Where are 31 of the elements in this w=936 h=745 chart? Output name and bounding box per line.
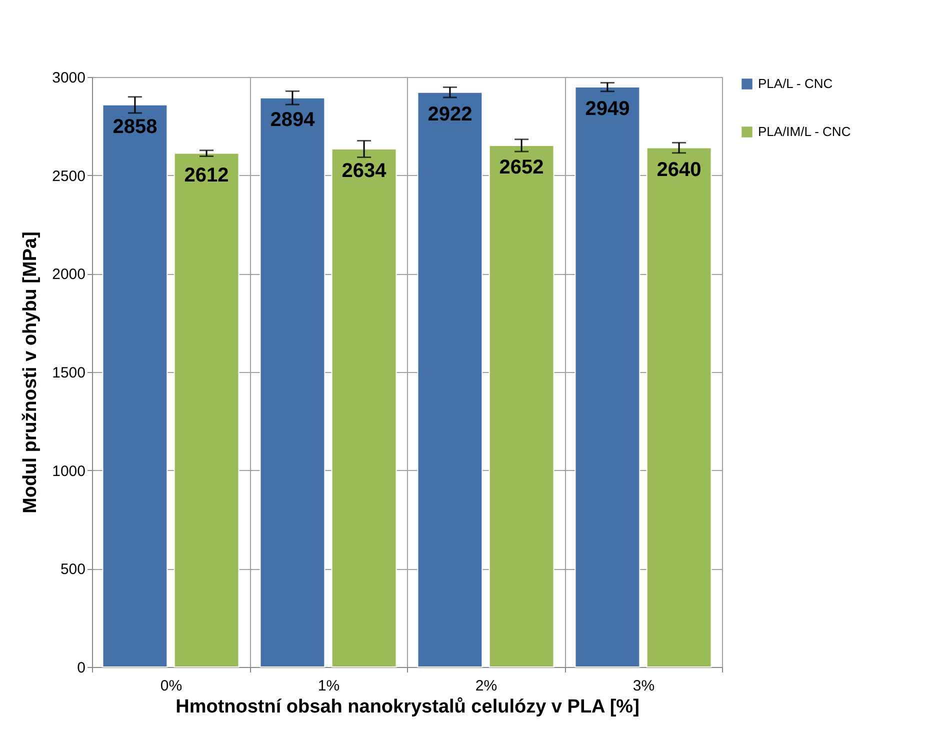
data-label: 2949 bbox=[585, 98, 630, 120]
y-tick-label: 1500 bbox=[52, 364, 86, 382]
data-label: 2652 bbox=[499, 156, 544, 178]
y-tick-label: 0 bbox=[77, 660, 86, 676]
x-axis-title: Hmotnostní obsah nanokrystalů celulózy v PLA [%] bbox=[176, 696, 640, 718]
y-tick-label: 1000 bbox=[52, 462, 86, 480]
data-label: 2922 bbox=[428, 103, 472, 126]
data-label: 2612 bbox=[184, 164, 229, 186]
bar bbox=[646, 147, 712, 668]
y-tick-label: 2000 bbox=[52, 266, 86, 284]
y-tick-label: 3000 bbox=[52, 70, 86, 86]
data-label: 2634 bbox=[342, 160, 388, 182]
bar bbox=[417, 92, 483, 668]
data-label: 2894 bbox=[270, 108, 316, 131]
x-tick-label: 2% bbox=[475, 678, 498, 694]
legend-label: PLA/IM/L - CNC bbox=[758, 124, 851, 139]
bar bbox=[102, 104, 168, 668]
bar bbox=[260, 97, 326, 668]
bar bbox=[488, 144, 554, 668]
y-axis-title: Modul pružnosti v ohybu [MPa] bbox=[20, 232, 42, 514]
data-label: 2858 bbox=[112, 116, 158, 138]
y-tick-label: 2500 bbox=[52, 168, 86, 185]
x-tick-label: 0% bbox=[160, 678, 182, 694]
x-tick-label: 1% bbox=[318, 678, 340, 694]
legend-label: PLA/L - CNC bbox=[758, 76, 833, 91]
bar bbox=[174, 152, 240, 668]
y-tick-label: 500 bbox=[60, 561, 86, 578]
data-label: 2640 bbox=[656, 158, 702, 181]
bar bbox=[331, 148, 397, 668]
x-tick-label: 3% bbox=[632, 678, 655, 694]
bar bbox=[574, 86, 640, 668]
